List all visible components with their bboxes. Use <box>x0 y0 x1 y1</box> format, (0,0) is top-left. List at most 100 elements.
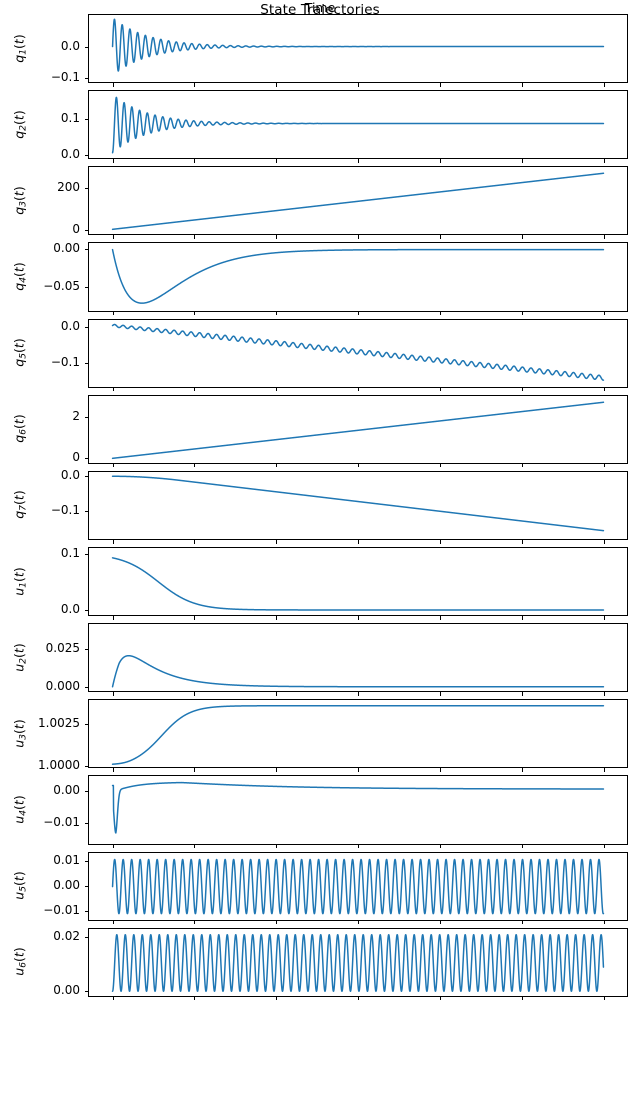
y-tick-mark <box>84 553 88 555</box>
y-tick-mark <box>84 765 88 767</box>
series-line-u2 <box>111 655 605 688</box>
y-tick-label: 0 <box>72 221 80 236</box>
x-tick-mark <box>439 540 441 544</box>
x-tick-mark <box>439 844 441 849</box>
x-tick-mark <box>112 920 114 925</box>
x-tick-mark <box>194 768 196 772</box>
x-tick-mark <box>112 311 114 316</box>
x-tick-mark <box>358 83 359 87</box>
y-tick-mark <box>84 990 88 992</box>
series-line-u1 <box>111 557 605 611</box>
x-tick-mark <box>358 768 359 772</box>
series-line-u4 <box>111 782 605 835</box>
x-tick-mark <box>521 920 523 925</box>
y-tick-label: 0.1 <box>60 111 80 126</box>
plot-area-u5 <box>111 858 605 914</box>
y-tick-label: 2 <box>72 408 80 423</box>
y-tick-label: 0.1 <box>60 545 80 560</box>
x-tick-mark <box>276 235 278 239</box>
plot-area-u6 <box>111 933 605 992</box>
y-tick-label: 0.01 <box>53 853 80 868</box>
x-tick-mark <box>603 311 605 316</box>
x-tick-mark <box>603 235 605 239</box>
y-tick-label: 0.00 <box>53 240 80 255</box>
series-line-q2 <box>111 96 605 154</box>
y-tick-label: −0.1 <box>50 503 80 518</box>
y-tick-label: −0.1 <box>50 355 80 369</box>
x-tick-mark <box>603 768 605 772</box>
y-tick-label: 0.00 <box>53 982 80 997</box>
series-line-u6 <box>111 933 605 992</box>
x-tick-mark <box>194 463 196 468</box>
plot-area-q6 <box>111 401 605 459</box>
x-tick-mark <box>439 159 441 163</box>
plot-area-u4 <box>111 782 605 835</box>
x-tick-mark <box>358 463 359 468</box>
x-tick-mark <box>276 616 278 620</box>
plot-area-u1 <box>111 557 605 611</box>
y-tick-mark <box>84 610 88 611</box>
x-tick-mark <box>358 920 359 925</box>
y-tick-label: 0.00 <box>53 878 80 893</box>
x-tick-mark <box>603 920 605 925</box>
y-axis-label-q1: q1(t) <box>11 33 29 63</box>
axes-frame-u2 <box>88 623 628 693</box>
y-tick-mark <box>84 155 88 156</box>
y-tick-label: −0.05 <box>43 278 80 293</box>
axes-frame-q1 <box>88 14 628 84</box>
series-line-u3 <box>111 705 605 766</box>
x-tick-mark <box>112 387 114 392</box>
axes-frame-u1 <box>88 547 628 617</box>
x-tick-mark <box>112 768 114 772</box>
x-tick-mark <box>276 311 278 316</box>
y-tick-label: 1.0025 <box>38 715 80 730</box>
y-tick-label: −0.1 <box>50 69 80 84</box>
x-tick-mark <box>112 540 114 544</box>
x-tick-mark <box>112 83 114 87</box>
x-tick-mark <box>603 387 605 392</box>
x-tick-mark <box>194 996 196 1001</box>
x-tick-mark <box>276 768 278 772</box>
y-axis-label-q7: q7(t) <box>11 490 29 520</box>
y-tick-mark <box>84 686 88 688</box>
y-tick-label: 0.0 <box>60 147 80 161</box>
x-tick-mark <box>521 844 523 849</box>
axes-frame-q4 <box>88 242 628 312</box>
y-tick-mark <box>84 248 88 250</box>
plot-area-q7 <box>111 475 605 532</box>
x-tick-mark <box>194 311 196 316</box>
x-tick-mark <box>194 692 196 696</box>
series-line-q1 <box>111 18 605 72</box>
x-tick-mark <box>521 996 523 1001</box>
y-axis-label-q3: q3(t) <box>11 186 29 215</box>
x-tick-mark <box>439 768 441 772</box>
x-tick-mark <box>603 996 605 1001</box>
series-line-q5 <box>111 323 605 381</box>
x-tick-mark <box>603 844 605 849</box>
x-tick-mark <box>112 692 114 696</box>
plot-area-q3 <box>111 172 605 231</box>
x-tick-mark <box>358 616 359 620</box>
y-axis-label-u5: u5(t) <box>11 871 29 900</box>
x-tick-mark <box>439 235 441 239</box>
x-tick-mark <box>276 920 278 925</box>
x-tick-mark <box>603 540 605 544</box>
x-tick-mark <box>194 235 196 239</box>
x-tick-mark <box>112 159 114 163</box>
x-tick-mark <box>358 235 359 239</box>
x-tick-mark <box>439 692 441 696</box>
x-tick-mark <box>112 616 114 620</box>
axes-frame-q7 <box>88 470 628 540</box>
plot-area-u3 <box>111 705 605 766</box>
x-tick-mark <box>521 387 523 392</box>
x-tick-mark <box>439 616 441 620</box>
x-tick-mark <box>276 540 278 544</box>
x-tick-mark <box>603 83 605 87</box>
y-tick-mark <box>84 790 88 792</box>
x-tick-mark <box>358 159 359 163</box>
y-tick-mark <box>84 46 88 48</box>
x-tick-mark <box>521 616 523 620</box>
x-tick-mark <box>439 920 441 925</box>
y-tick-mark <box>84 416 88 418</box>
y-tick-label: 0.000 <box>45 678 80 693</box>
